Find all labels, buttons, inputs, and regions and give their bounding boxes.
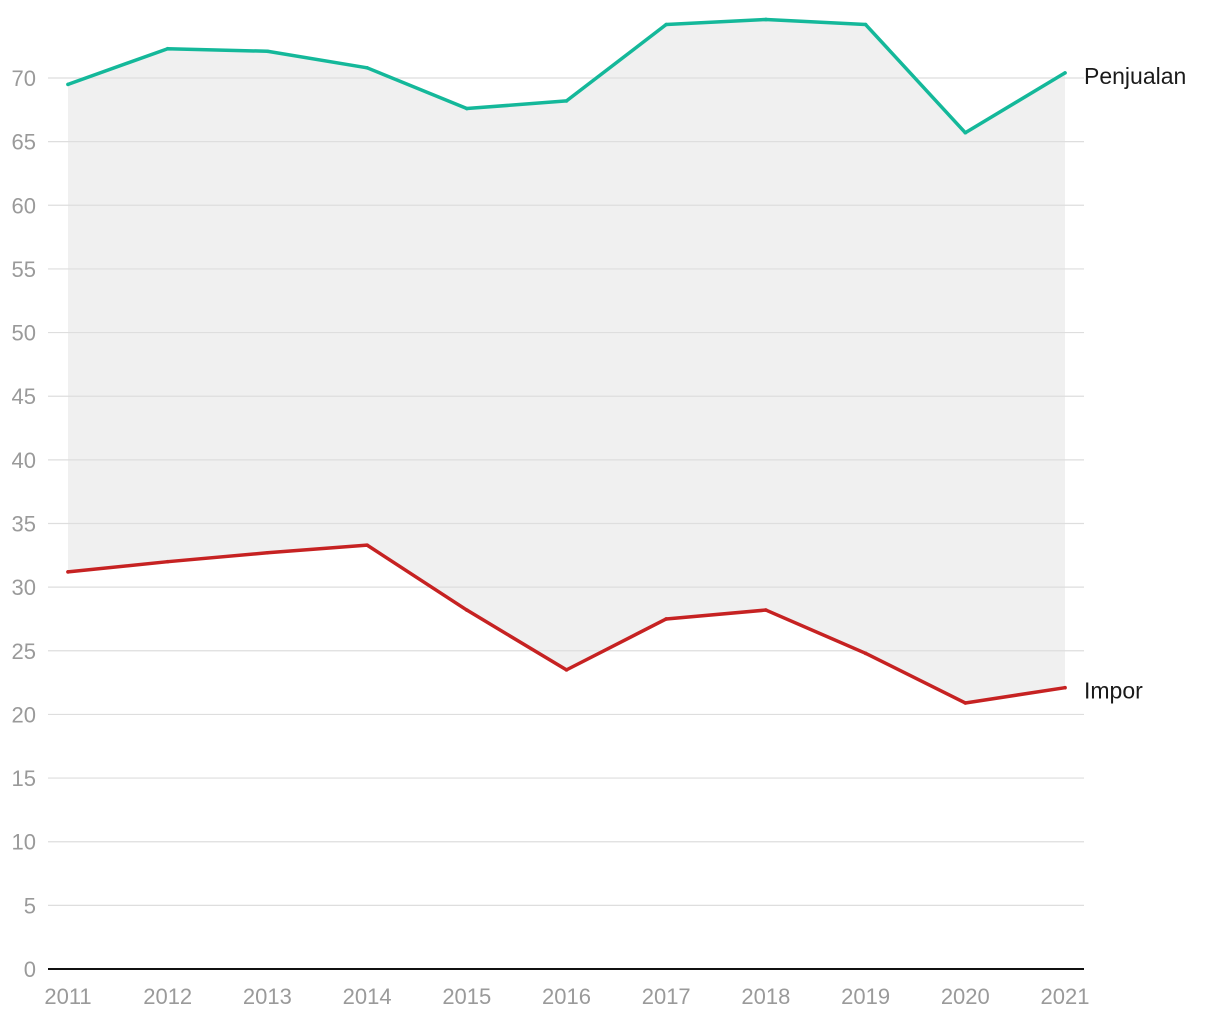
- data-point-impor-2013: [265, 550, 270, 555]
- x-tick-label-2018: 2018: [741, 984, 790, 1009]
- data-point-impor-2021: [1063, 685, 1067, 690]
- data-point-impor-2012: [165, 559, 170, 564]
- gridlines: [48, 77, 1084, 906]
- series-labels: Penjualan Impor: [1084, 63, 1186, 704]
- y-tick-label-15: 15: [12, 766, 36, 791]
- y-tick-label-60: 60: [12, 193, 36, 218]
- x-tick-label-2016: 2016: [542, 984, 591, 1009]
- series-label-penjualan: Penjualan: [1084, 63, 1186, 89]
- x-tick-label-2021: 2021: [1041, 984, 1090, 1009]
- y-tick-label-30: 30: [12, 575, 36, 600]
- data-point-penjualan-2014: [365, 66, 369, 70]
- x-tick-label-2011: 2011: [44, 984, 91, 1009]
- y-tick-label-45: 45: [12, 384, 36, 409]
- x-tick-label-2019: 2019: [841, 984, 890, 1009]
- x-tick-label-2020: 2020: [941, 984, 990, 1009]
- data-point-penjualan-2013: [265, 49, 270, 54]
- data-point-impor-2020: [963, 701, 968, 705]
- series-lines: [66, 17, 1067, 705]
- data-point-impor-2018: [764, 608, 768, 612]
- y-tick-label-10: 10: [12, 830, 36, 855]
- data-point-impor-2011: [66, 570, 70, 574]
- data-point-penjualan-2021: [1063, 71, 1067, 75]
- y-axis: 0 5 10 15 20 25 30 35 40 45 50 55 60 65 70: [12, 66, 36, 982]
- data-point-impor-2019: [863, 651, 868, 656]
- data-point-impor-2016: [564, 668, 569, 672]
- y-tick-label-5: 5: [24, 893, 36, 918]
- y-tick-label-70: 70: [12, 66, 36, 91]
- x-tick-label-2017: 2017: [642, 984, 691, 1009]
- y-tick-label-65: 65: [12, 130, 36, 155]
- data-point-penjualan-2011: [66, 82, 70, 87]
- y-tick-label-40: 40: [12, 448, 36, 473]
- x-tick-label-2013: 2013: [243, 984, 292, 1009]
- y-tick-label-35: 35: [12, 512, 36, 537]
- x-tick-label-2012: 2012: [143, 984, 192, 1009]
- area-between-series: [68, 19, 1065, 703]
- data-point-penjualan-2016: [564, 99, 569, 103]
- data-point-penjualan-2012: [165, 46, 170, 51]
- data-point-penjualan-2015: [465, 106, 469, 111]
- data-point-impor-2015: [465, 608, 469, 612]
- data-point-impor-2017: [664, 617, 668, 621]
- series-label-impor: Impor: [1084, 678, 1143, 704]
- x-axis: 2011 2012 2013 2014 2015 2016 2017 2018 2019 2020…: [44, 984, 1089, 1009]
- y-tick-label-20: 20: [12, 702, 36, 727]
- y-tick-label-55: 55: [12, 257, 36, 282]
- x-tick-label-2015: 2015: [442, 984, 491, 1009]
- y-tick-label-0: 0: [24, 957, 36, 982]
- y-tick-label-25: 25: [12, 639, 36, 664]
- data-point-impor-2014: [365, 543, 369, 547]
- data-point-penjualan-2017: [664, 22, 668, 27]
- data-point-penjualan-2020: [963, 130, 968, 135]
- data-point-penjualan-2019: [863, 22, 868, 27]
- y-tick-label-50: 50: [12, 321, 36, 346]
- x-tick-label-2014: 2014: [343, 984, 392, 1009]
- data-point-penjualan-2018: [764, 17, 768, 22]
